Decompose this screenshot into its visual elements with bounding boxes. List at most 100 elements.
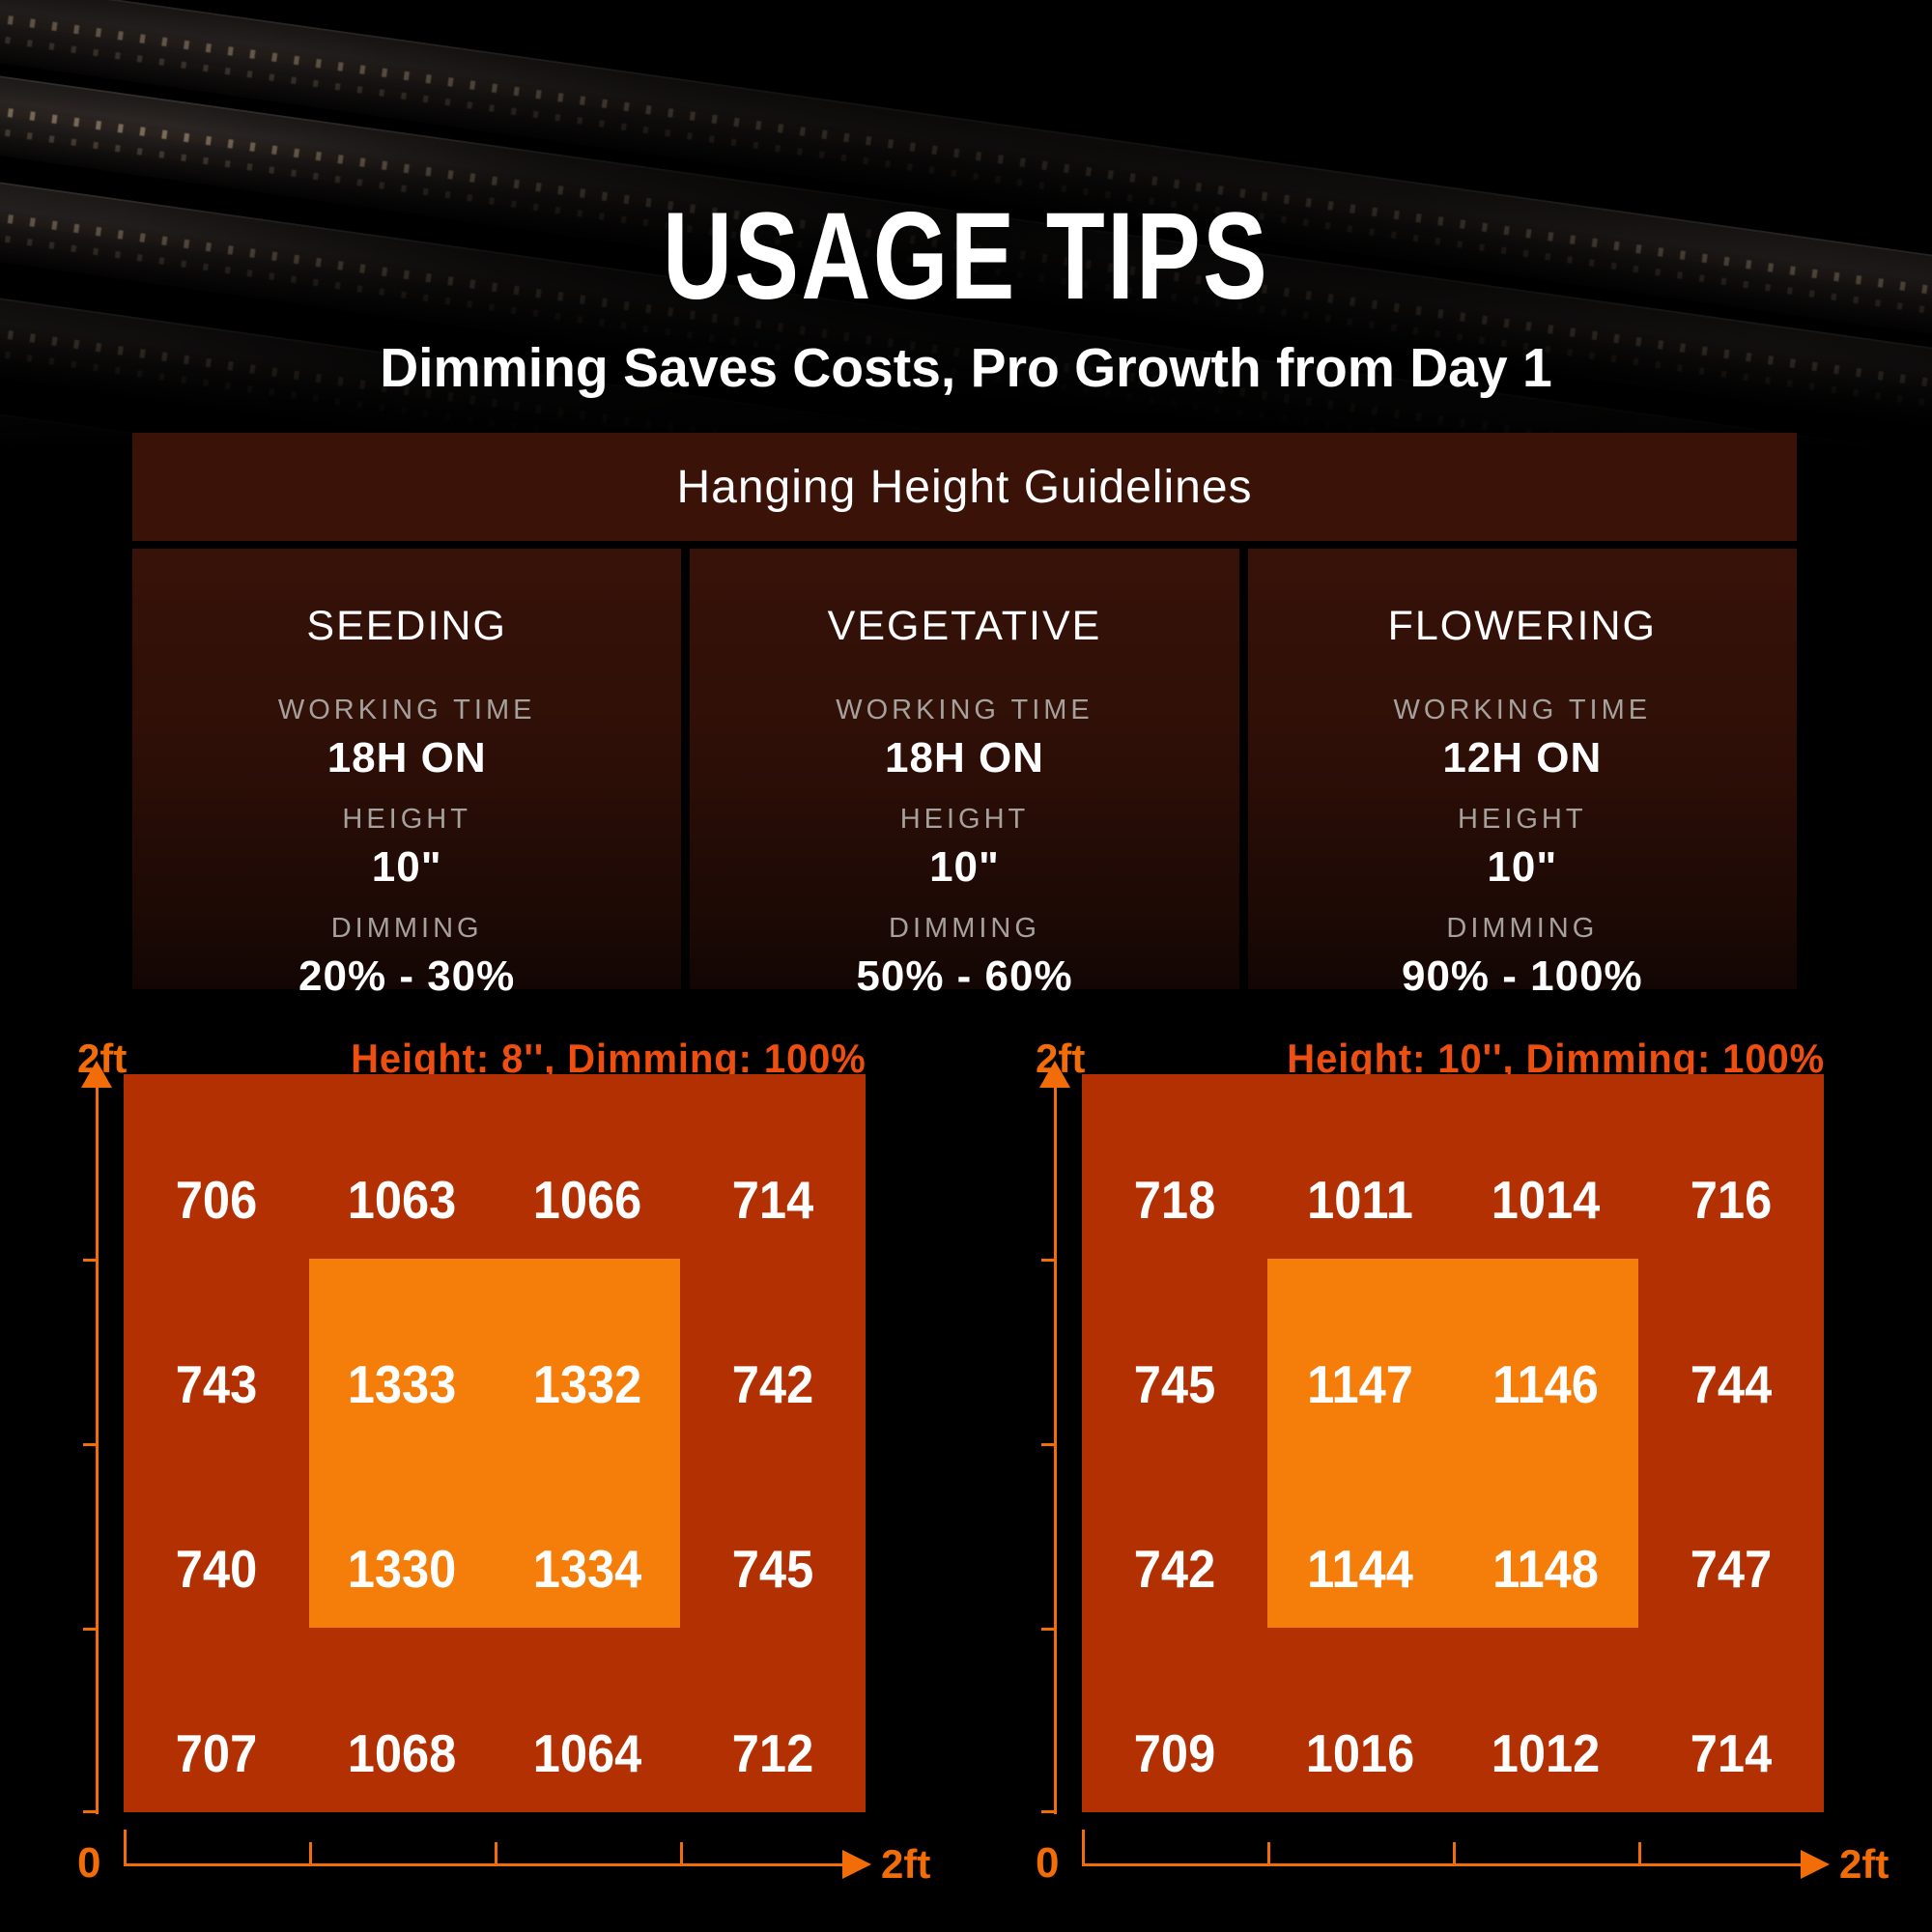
hero-vignette [0,0,1932,464]
dimming-label: DIMMING [889,913,1040,944]
ppfd-value: 1063 [347,1169,457,1230]
height-value: 10" [929,843,1000,891]
ppfd-value: 1330 [347,1538,457,1599]
y-axis-tick [1041,1259,1055,1262]
ppfd-values-grid: 706 1063 1066 714 743 1333 1332 742 740 1330 1334 7… [124,1107,866,1845]
x-axis-arrow-icon [842,1850,871,1879]
x-axis-arrow-icon [1801,1850,1830,1879]
y-axis-arrow-icon [1039,1061,1070,1088]
y-axis-tick [83,1259,97,1262]
guidelines-title: Hanging Height Guidelines [132,433,1797,541]
stage-title: VEGETATIVE [827,603,1102,649]
y-axis-line [96,1086,99,1814]
x-axis-tick [309,1842,312,1865]
working-time-label: WORKING TIME [1393,695,1652,725]
dimming-value: 20% - 30% [298,952,516,1000]
ppfd-grid: 706 1063 1066 714 743 1333 1332 742 740 1330 1334 7… [124,1074,866,1812]
ppfd-value: 712 [731,1722,814,1783]
center-high-intensity-zone [1267,1259,1638,1628]
y-axis-tick [1041,1628,1055,1631]
y-axis-tick [83,1810,97,1813]
ppfd-value: 1148 [1492,1538,1599,1599]
ppfd-value: 718 [1133,1169,1216,1230]
ppfd-value: 742 [1133,1538,1216,1599]
ppfd-value: 1333 [347,1353,457,1414]
y-axis-tick [1041,1810,1055,1813]
center-high-intensity-zone [309,1259,680,1628]
ppfd-value: 707 [175,1722,258,1783]
x-axis-tick [495,1842,497,1865]
x-axis-tick [1267,1842,1270,1865]
ppfd-value: 1068 [347,1722,457,1783]
height-value: 10" [371,843,442,891]
x-axis-tick [1453,1842,1456,1865]
dimming-value: 90% - 100% [1401,952,1643,1000]
chart-title: Height: 8'', Dimming: 100% [351,1036,867,1081]
hanging-height-guidelines-panel: Hanging Height Guidelines SEEDING WORKIN… [132,433,1797,1000]
x-axis-line [1082,1863,1801,1866]
origin-label: 0 [1036,1839,1060,1887]
working-time-label: WORKING TIME [277,695,536,725]
ppfd-value: 740 [175,1538,258,1599]
grow-light-photo [0,0,1932,464]
ppfd-value: 1147 [1307,1353,1413,1414]
ppfd-value: 1144 [1307,1538,1413,1599]
ppfd-value: 1146 [1492,1353,1599,1414]
y-axis-tick [1041,1443,1055,1446]
x-axis-max-label: 2ft [1839,1841,1889,1887]
x-axis-line [124,1863,842,1866]
x-axis-tick [680,1842,683,1865]
stage-title: SEEDING [306,603,507,649]
ppfd-value: 745 [1133,1353,1216,1414]
ppfd-value: 742 [731,1353,814,1414]
y-axis-arrow-icon [81,1061,112,1088]
y-axis-tick [83,1628,97,1631]
height-label: HEIGHT [899,804,1030,835]
stage-column-vegetative: VEGETATIVE WORKING TIME 18H ON HEIGHT 10… [690,549,1239,1000]
ppfd-value: 747 [1690,1538,1773,1599]
ppfd-values-grid: 718 1011 1014 716 745 1147 1146 744 742 1144 1148 7… [1082,1107,1824,1845]
ppfd-value: 1012 [1491,1722,1601,1783]
chart-title: Height: 10'', Dimming: 100% [1287,1036,1825,1081]
ppfd-value: 1011 [1307,1169,1413,1230]
page-subtitle: Dimming Saves Costs, Pro Growth from Day… [380,337,1552,399]
ppfd-value: 1332 [532,1353,642,1414]
working-time-label: WORKING TIME [836,695,1094,725]
ppfd-value: 1334 [532,1538,642,1599]
stage-column-flowering: FLOWERING WORKING TIME 12H ON HEIGHT 10"… [1247,549,1797,1000]
height-label: HEIGHT [1458,804,1587,835]
ppfd-value: 744 [1690,1353,1773,1414]
ppfd-value: 714 [1690,1722,1773,1783]
x-axis-max-label: 2ft [881,1841,931,1887]
ppfd-value: 716 [1690,1169,1773,1230]
height-label: HEIGHT [342,804,471,835]
working-time-value: 18H ON [885,734,1044,781]
ppfd-map-10in: Height: 10'', Dimming: 100% 2ft 718 1011 1… [1016,1024,1900,1893]
height-value: 10" [1487,843,1558,891]
ppfd-value: 1014 [1491,1169,1601,1230]
dimming-label: DIMMING [1446,913,1599,944]
ppfd-value: 706 [175,1169,258,1230]
working-time-value: 18H ON [327,734,487,781]
dimming-label: DIMMING [330,913,483,944]
ppfd-map-8in: Height: 8'', Dimming: 100% 2ft 706 1063 10… [58,1024,942,1893]
y-axis-line [1054,1086,1057,1814]
ppfd-value: 714 [731,1169,814,1230]
ppfd-grid: 718 1011 1014 716 745 1147 1146 744 742 1144 1148 7… [1082,1074,1824,1812]
ppfd-value: 1016 [1305,1722,1415,1783]
x-axis-start-tick [1082,1830,1085,1865]
stage-column-seeding: SEEDING WORKING TIME 18H ON HEIGHT 10" D… [132,549,682,1000]
ppfd-value: 745 [731,1538,814,1599]
origin-label: 0 [77,1839,101,1887]
ppfd-value: 709 [1133,1722,1216,1783]
x-axis-tick [1638,1842,1641,1865]
dimming-value: 50% - 60% [856,952,1073,1000]
stage-columns: SEEDING WORKING TIME 18H ON HEIGHT 10" D… [132,549,1797,1000]
working-time-value: 12H ON [1442,734,1603,781]
y-axis-tick [83,1443,97,1446]
stage-title: FLOWERING [1387,603,1658,649]
ppfd-value: 743 [175,1353,258,1414]
x-axis-start-tick [124,1830,127,1865]
ppfd-value: 1064 [532,1722,642,1783]
ppfd-value: 1066 [532,1169,642,1230]
